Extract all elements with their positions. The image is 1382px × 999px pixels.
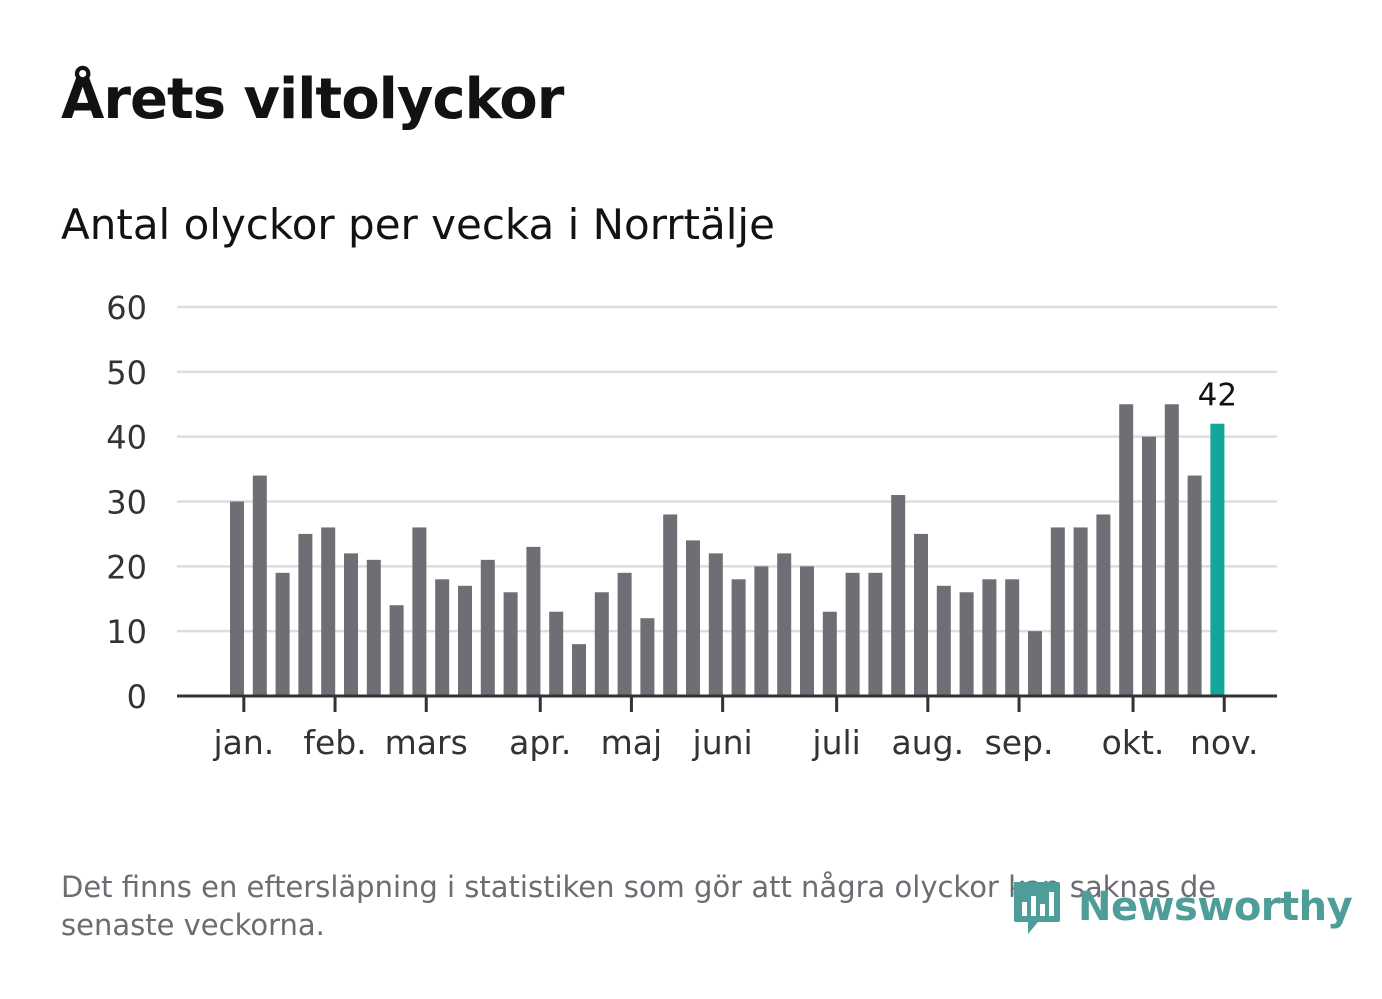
- bar: [891, 495, 906, 696]
- bar: [503, 592, 518, 696]
- bar: [868, 572, 883, 696]
- bar: [617, 572, 632, 696]
- bar: [526, 546, 541, 696]
- bar: [298, 533, 313, 696]
- bar: [1005, 579, 1020, 696]
- bar: [1187, 475, 1202, 696]
- newsworthy-logo[interactable]: Newsworthy: [1010, 876, 1353, 938]
- data-label-last-week: 42: [1198, 378, 1237, 414]
- bar: [321, 527, 336, 696]
- bar: [936, 585, 951, 696]
- x-tick-label: okt.: [1102, 723, 1165, 762]
- bar: [731, 579, 746, 696]
- y-tick-label: 0: [127, 678, 147, 716]
- newsworthy-logo-icon: [1014, 882, 1060, 934]
- bar: [435, 579, 450, 696]
- bar: [708, 553, 723, 696]
- newsworthy-logo-text: Newsworthy: [1078, 884, 1353, 930]
- bar: [1164, 404, 1179, 696]
- y-tick-label: 30: [106, 484, 147, 522]
- bar: [1096, 514, 1111, 696]
- bar: [686, 540, 700, 696]
- bar: [389, 605, 404, 696]
- bar: [480, 559, 495, 696]
- x-tick-label: jan.: [212, 723, 274, 762]
- data-labels: 42: [1198, 378, 1237, 414]
- y-axis-ticks: 0 10 20 30 40 50 60: [106, 289, 147, 716]
- bar: [982, 579, 997, 696]
- bar: [640, 618, 655, 696]
- bar: [845, 572, 860, 696]
- bar: [572, 644, 586, 696]
- y-tick-label: 10: [106, 613, 147, 651]
- x-tick-label: juni: [692, 723, 753, 762]
- y-tick-label: 40: [106, 419, 147, 457]
- bar: [1028, 631, 1042, 696]
- bar: [959, 592, 974, 696]
- bar: [800, 566, 814, 696]
- x-tick-label: sep.: [985, 723, 1054, 762]
- chart-title: Årets viltolyckor: [61, 67, 564, 132]
- bars: [230, 404, 1225, 696]
- x-tick-label: feb.: [303, 723, 366, 762]
- bar: [549, 611, 564, 696]
- x-tick-label: maj: [601, 723, 663, 762]
- x-tick-label: nov.: [1190, 723, 1259, 762]
- bar: [230, 501, 244, 696]
- bar: [275, 572, 290, 696]
- bar: [822, 611, 837, 696]
- x-tick-label: apr.: [509, 723, 571, 762]
- bar: [754, 566, 769, 696]
- bar: [914, 533, 928, 696]
- bar: [777, 553, 792, 696]
- bar-highlight: [1210, 423, 1225, 696]
- x-tick-label: mars: [385, 723, 468, 762]
- x-tick-label: aug.: [892, 723, 965, 762]
- bar: [1119, 404, 1134, 696]
- x-axis-ticks: jan. feb. mars apr. maj juni juli aug. sep. okt. n…: [212, 696, 1259, 762]
- bar: [252, 475, 267, 696]
- bar: [1050, 527, 1065, 696]
- bar: [1073, 527, 1088, 696]
- bar: [412, 527, 427, 696]
- y-tick-label: 20: [106, 548, 147, 586]
- bar: [1142, 436, 1156, 696]
- bar: [366, 559, 381, 696]
- y-tick-label: 50: [106, 354, 147, 392]
- y-tick-label: 60: [106, 289, 147, 327]
- chart-subtitle: Antal olyckor per vecka i Norrtälje: [61, 200, 775, 249]
- gridlines: [177, 305, 1277, 633]
- bar: [344, 553, 358, 696]
- bar: [458, 585, 472, 696]
- x-tick-label: juli: [811, 723, 860, 762]
- bar: [663, 514, 678, 696]
- bar: [594, 592, 609, 696]
